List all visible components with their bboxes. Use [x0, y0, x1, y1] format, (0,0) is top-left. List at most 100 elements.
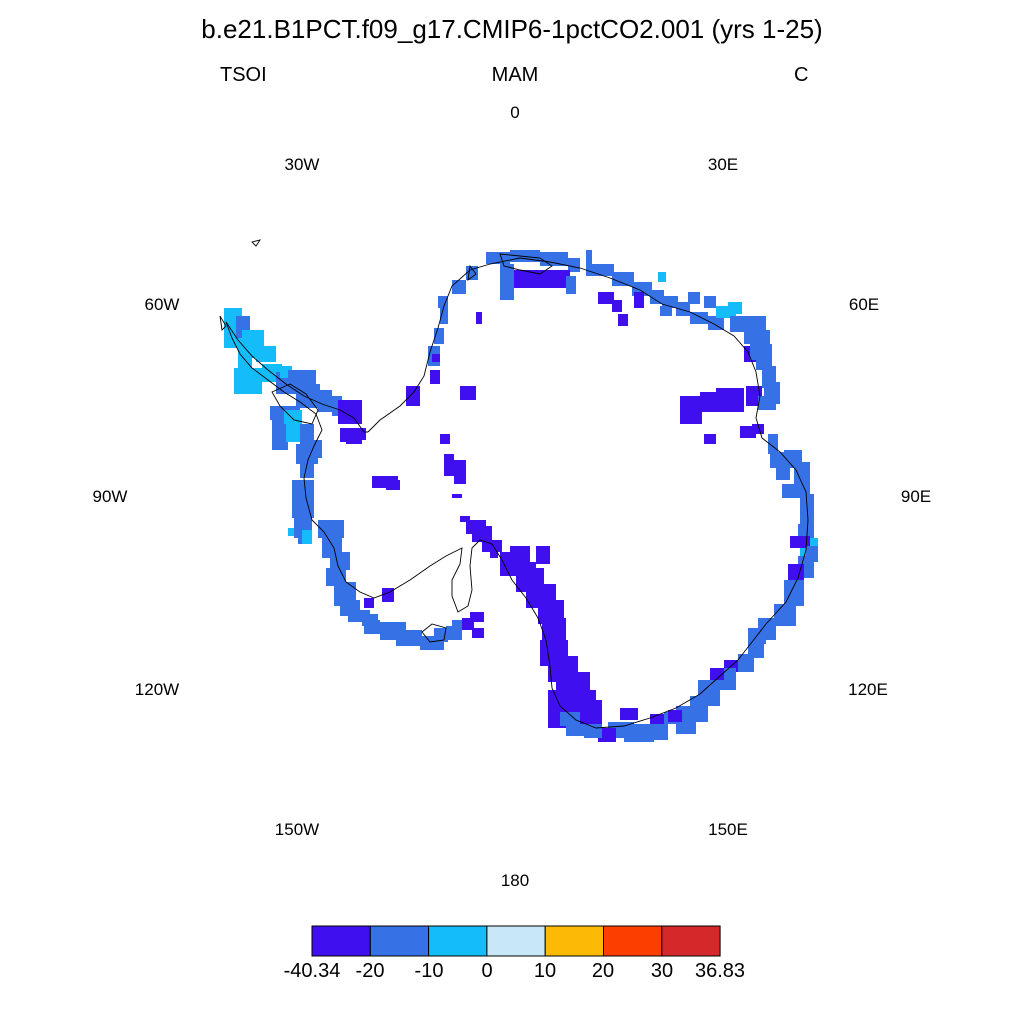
grid-cell: [476, 312, 482, 324]
colorbar-swatch: [603, 925, 663, 957]
grid-cell: [288, 370, 316, 388]
lon-label-90e: 90E: [900, 487, 932, 506]
colorbar-tick-label: -10: [414, 960, 444, 982]
grid-cell: [690, 312, 708, 324]
grid-cell: [312, 440, 322, 458]
grid-cell: [292, 480, 314, 518]
season-label: MAM: [491, 64, 539, 86]
grid-cell: [440, 308, 448, 324]
units-label: C: [794, 64, 809, 86]
grid-cell: [620, 708, 638, 720]
grid-cell: [540, 252, 568, 266]
grid-cell: [568, 258, 580, 272]
grid-cell: [716, 388, 744, 412]
colorbar-tick-label: 10: [533, 960, 557, 982]
grid-cell: [612, 272, 634, 286]
grid-cell: [676, 302, 690, 316]
grid-cell: [744, 316, 766, 332]
coastline-segment: [367, 257, 809, 729]
grid-cell: [470, 612, 484, 622]
grid-cell: [460, 516, 470, 522]
lon-label-150w: 150W: [274, 820, 320, 839]
grid-cell: [544, 634, 562, 646]
grid-cell: [396, 630, 422, 646]
grid-cell: [584, 724, 602, 738]
grid-cell: [288, 528, 298, 536]
colorbar-tick-label: 0: [481, 960, 493, 982]
grid-cell: [386, 480, 400, 490]
colorbar-tick-label: -40.34: [283, 960, 341, 982]
grid-cell: [272, 420, 288, 450]
lon-label-150e: 150E: [708, 820, 748, 839]
coastline-segment: [421, 623, 447, 643]
coastline-segment: [271, 383, 319, 425]
coastline-segment: [225, 321, 493, 613]
grid-cell: [500, 264, 514, 300]
grid-cell: [598, 728, 616, 742]
grid-cell: [440, 434, 450, 444]
lon-label-180: 180: [500, 871, 530, 890]
grid-cell: [338, 400, 362, 424]
coastline-segment: [251, 239, 262, 247]
colorbar-swatch: [311, 925, 371, 957]
grid-cell: [704, 296, 716, 308]
grid-cell: [536, 546, 550, 564]
colorbar-tick-label: 30: [650, 960, 674, 982]
grid-cell: [764, 382, 780, 404]
grid-cell: [730, 316, 746, 332]
grid-cell: [704, 434, 716, 444]
grid-cell: [330, 552, 350, 570]
grid-cell: [256, 346, 276, 362]
colorbar-swatch: [369, 925, 430, 957]
variable-label: TSOI: [220, 64, 267, 86]
grid-cell: [650, 290, 664, 304]
grid-cell: [782, 484, 800, 498]
grid-cell: [688, 292, 700, 304]
grid-cell: [560, 712, 580, 726]
grid-cell: [612, 300, 622, 312]
grid-cell: [526, 562, 536, 574]
lon-label-120e: 120E: [848, 680, 888, 699]
grid-cell: [586, 264, 614, 276]
grid-cell: [452, 620, 462, 632]
coastline-segment: [219, 315, 227, 331]
grid-cell: [774, 604, 796, 626]
colorbar-swatch: [544, 925, 605, 957]
grid-cell: [756, 344, 772, 370]
colorbar-swatch: [428, 925, 488, 957]
grid-cell: [738, 654, 754, 672]
colorbar-swatch: [486, 925, 546, 957]
lon-label-60w: 60W: [144, 295, 180, 314]
grid-cell: [514, 270, 570, 288]
plot-title: b.e21.B1PCT.f09_g17.CMIP6-1pctCO2.001 (y…: [201, 14, 823, 44]
grid-cell: [454, 460, 466, 484]
grid-cell: [586, 250, 592, 264]
grid-cell: [430, 370, 440, 384]
lon-label-30w: 30W: [284, 155, 320, 174]
coastline-segment: [499, 253, 553, 275]
grid-cell: [752, 424, 764, 434]
grid-cell: [346, 428, 362, 444]
grid-cell: [790, 536, 810, 548]
colorbar-tick-label: 20: [591, 960, 615, 982]
grid-cell: [300, 462, 314, 478]
grid-cell: [680, 396, 702, 424]
grid-cell: [768, 434, 778, 454]
grid-cell: [510, 250, 540, 262]
grid-cell: [710, 668, 724, 680]
grid-cell: [406, 386, 420, 406]
grid-cell: [618, 314, 628, 326]
grid-cell: [748, 640, 764, 658]
colorbar-swatch: [661, 925, 721, 957]
grid-cell: [444, 454, 454, 476]
grid-cell: [382, 588, 394, 602]
grid-cell: [472, 628, 484, 638]
coastline: [219, 239, 809, 729]
grid-cell: [784, 580, 804, 606]
grid-cell: [634, 292, 644, 308]
grid-cell: [318, 520, 344, 538]
coastline-segment: [467, 264, 477, 282]
grid-cell: [658, 272, 666, 282]
grid-cell: [728, 302, 742, 314]
